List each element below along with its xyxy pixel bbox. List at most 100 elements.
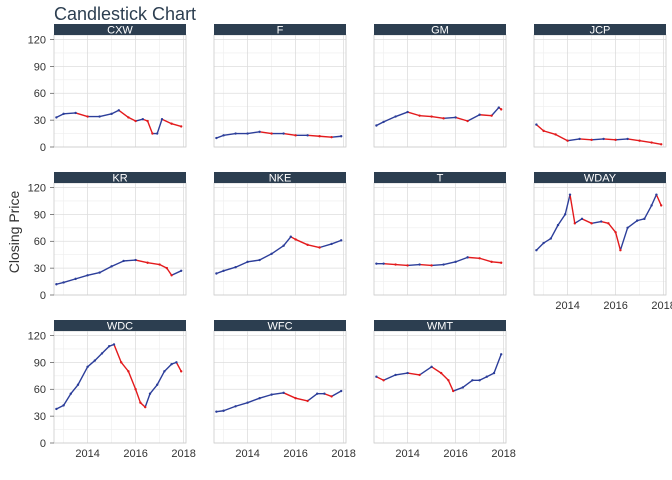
price-point [158,263,161,266]
price-point [556,223,560,227]
y-tick-label: 60 [34,384,46,396]
price-point [602,137,605,141]
x-tick-label: 2014 [555,300,579,312]
price-segment [490,261,502,264]
price-point [492,371,496,375]
price-segment [478,114,493,117]
price-point [62,404,65,407]
price-segment [318,135,333,138]
price-segment [382,262,397,266]
facet-label: F [277,25,284,37]
price-segment [486,372,495,378]
price-segment [447,379,454,392]
y-tick-label: 120 [28,182,46,194]
price-segment [55,113,65,119]
price-point [282,132,285,135]
price-point [141,118,144,121]
price-point [340,239,343,242]
price-segment [430,115,445,120]
price-segment [330,135,342,138]
price-segment [146,262,161,266]
price-point [144,405,147,409]
facet-panel-t: T [373,172,507,296]
price-point [626,226,629,229]
price-point [110,112,113,116]
price-point [282,244,285,247]
price-point [578,137,581,141]
price-point [478,113,481,116]
price-segment [86,359,96,368]
price-segment [110,109,120,115]
price-segment [158,263,168,269]
price-point [165,266,168,270]
price-point [614,138,617,142]
price-segment [466,256,481,259]
price-segment [607,222,617,233]
price-point [375,262,378,265]
price-segment [70,384,79,395]
price-segment [590,220,602,225]
facet-strip [214,172,346,183]
price-segment [134,388,142,404]
price-point [394,115,397,118]
price-point [466,256,469,259]
price-segment [215,270,225,275]
price-point [139,401,142,404]
price-point [650,141,653,144]
price-point [316,392,319,395]
price-segment [234,261,249,268]
chart-title: Candlestick Chart [54,4,197,24]
price-segment [246,397,261,404]
price-segment [394,263,409,267]
price-point [394,373,397,377]
facet-strip [214,320,346,331]
price-segment [163,363,173,373]
price-point [452,389,455,393]
price-point [590,222,593,225]
price-point [660,204,663,207]
panel-border [213,330,347,444]
price-point [134,388,137,391]
price-segment [215,134,225,139]
price-segment [306,393,318,402]
y-tick-label: 120 [28,330,46,342]
price-point [490,114,493,117]
price-point [478,379,481,382]
price-segment [306,134,321,137]
panel-border [373,34,507,148]
price-point [294,397,297,400]
price-segment [156,118,163,135]
panel-border [373,330,507,444]
price-segment [394,372,409,376]
price-segment [170,270,182,276]
price-segment [614,138,629,141]
price-point [614,231,617,234]
price-point [270,132,273,135]
price-segment [215,410,225,413]
facet-panel-wday: WDAY 2014 2016 2018 [533,172,672,312]
price-point [55,116,58,119]
price-segment [619,227,629,251]
price-point [568,193,572,196]
price-point [638,139,641,142]
facet-strip [214,24,346,35]
price-segment [246,259,261,263]
price-segment [626,138,641,142]
facet-label: WFC [267,321,292,333]
x-tick-label: 2018 [331,448,355,460]
panel-border [213,34,347,148]
price-point [375,375,378,378]
price-point [146,261,149,264]
price-point [554,133,557,136]
price-segment [462,379,474,389]
price-segment [418,114,433,118]
price-point [127,370,130,373]
price-segment [418,366,433,376]
price-point [55,407,58,411]
price-point [294,134,297,137]
price-segment [418,263,433,267]
price-point [222,409,225,412]
price-segment [578,138,593,141]
price-segment [110,260,125,268]
price-segment [542,130,557,136]
